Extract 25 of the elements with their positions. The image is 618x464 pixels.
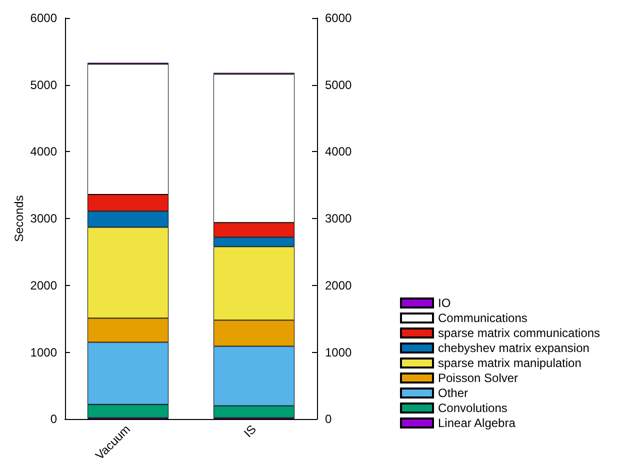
y2-tick-label: 6000 bbox=[325, 11, 352, 25]
y-tick-label: 0 bbox=[50, 412, 58, 426]
x-tick-label: IS bbox=[241, 422, 259, 440]
legend-label: chebyshev matrix expansion bbox=[438, 341, 590, 355]
y2-tick-label: 1000 bbox=[325, 345, 352, 360]
y-axis-title: Seconds bbox=[12, 195, 26, 242]
y2-tick-label: 5000 bbox=[325, 78, 352, 92]
legend-label: sparse matrix communications bbox=[438, 326, 600, 340]
legend-label: Poisson Solver bbox=[438, 371, 518, 385]
y-tick-label: 5000 bbox=[30, 78, 58, 92]
y2-tick-label: 2000 bbox=[325, 278, 352, 292]
y-tick-label: 6000 bbox=[30, 11, 58, 25]
y-tick-label: 4000 bbox=[30, 144, 58, 159]
y-tick-label: 3000 bbox=[30, 212, 58, 226]
legend-label: sparse matrix manipulation bbox=[438, 356, 582, 370]
legend-label: Other bbox=[438, 386, 468, 400]
y-tick-label: 2000 bbox=[30, 278, 58, 292]
y2-tick-label: 4000 bbox=[325, 144, 352, 159]
legend-label: Linear Algebra bbox=[438, 416, 516, 430]
legend-label: Communications bbox=[438, 311, 528, 325]
legend-label: IO bbox=[438, 296, 451, 310]
y2-tick-label: 3000 bbox=[325, 212, 352, 226]
y-tick-label: 1000 bbox=[30, 345, 58, 360]
legend-label: Convolutions bbox=[438, 401, 508, 415]
y2-tick-label: 0 bbox=[325, 412, 332, 426]
